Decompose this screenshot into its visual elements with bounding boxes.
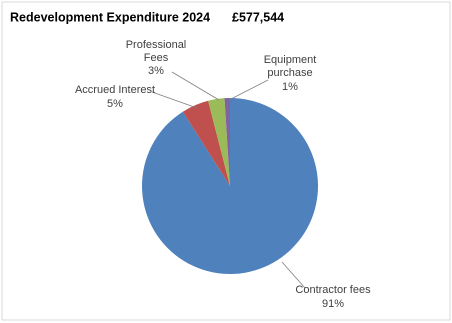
slice-value-label: 91% (322, 298, 344, 310)
slice-label: Equipment purchase (264, 54, 317, 79)
slice-label: Professional Fees (126, 39, 187, 64)
pie-slice (182, 100, 230, 186)
pie-slice (224, 98, 230, 186)
slice-label: Contractor fees (295, 284, 371, 296)
leader-line (281, 261, 306, 289)
leader-line (228, 79, 269, 101)
pie-slice (142, 98, 319, 274)
pie-slice (208, 98, 230, 186)
slice-value-label: 1% (282, 81, 298, 93)
chart-total: £577,544 (232, 10, 284, 24)
slice-label: Accrued Interest (75, 84, 155, 96)
leader-line (151, 91, 198, 109)
slice-value-label: 5% (107, 98, 123, 110)
slice-value-label: 3% (148, 65, 164, 77)
leader-line (171, 71, 220, 101)
chart-title: Redevelopment Expenditure 2024 (10, 10, 210, 24)
